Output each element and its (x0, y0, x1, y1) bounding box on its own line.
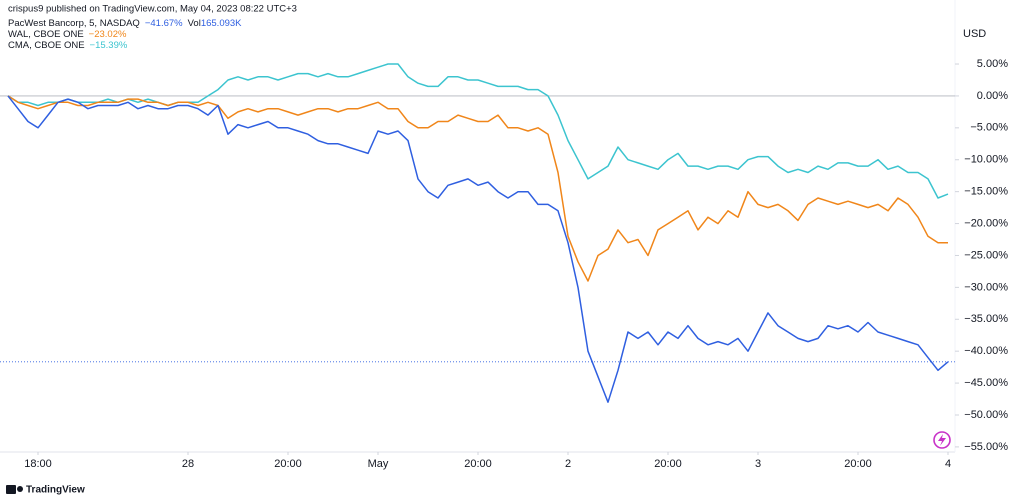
series-line (7, 95, 949, 282)
legend-name: WAL, CBOE ONE (8, 29, 84, 40)
x-tick-label: 20:00 (844, 458, 872, 470)
legend-change: −15.39% (90, 40, 128, 51)
y-tick-label: 5.00% (977, 58, 1008, 70)
x-tick-label: 3 (755, 458, 761, 470)
y-tick-label: −40.00% (964, 345, 1008, 357)
volume-value: 165.093K (201, 18, 242, 29)
y-tick-label: 0.00% (977, 90, 1008, 102)
y-tick-label: −55.00% (964, 441, 1008, 453)
x-tick-label: 20:00 (654, 458, 682, 470)
y-tick-label: −20.00% (964, 217, 1008, 229)
y-tick-label: −10.00% (964, 154, 1008, 166)
legend-change: −41.67% (145, 18, 183, 29)
x-tick-label: 4 (945, 458, 951, 470)
y-tick-label: −15.00% (964, 186, 1008, 198)
y-tick-label: −5.00% (970, 122, 1008, 134)
x-tick-label: May (368, 458, 389, 470)
chart-title: crispus9 published on TradingView.com, M… (8, 4, 297, 15)
y-tick-label: −50.00% (964, 409, 1008, 421)
y-axis-label: USD (963, 28, 986, 40)
y-tick-label: −45.00% (964, 377, 1008, 389)
alert-icon[interactable] (933, 431, 951, 449)
legend-entry: CMA, CBOE ONE −15.39% (8, 40, 128, 51)
legend-name: PacWest Bancorp, 5, NASDAQ (8, 18, 140, 29)
x-tick-label: 2 (565, 458, 571, 470)
y-tick-label: −35.00% (964, 313, 1008, 325)
footer: TradingView (26, 485, 85, 496)
series-line (7, 95, 949, 403)
volume-label: Vol (188, 18, 201, 29)
logo (6, 485, 23, 494)
legend-change: −23.02% (89, 29, 127, 40)
x-tick-label: 18:00 (24, 458, 52, 470)
y-tick-label: −25.00% (964, 249, 1008, 261)
y-tick-label: −30.00% (964, 281, 1008, 293)
x-tick-label: 28 (182, 458, 194, 470)
legend-name: CMA, CBOE ONE (8, 40, 85, 51)
x-tick-label: 20:00 (464, 458, 492, 470)
legend-entry: PacWest Bancorp, 5, NASDAQ −41.67% Vol165.… (8, 18, 242, 29)
x-tick-label: 20:00 (274, 458, 302, 470)
legend-entry: WAL, CBOE ONE −23.02% (8, 29, 127, 40)
